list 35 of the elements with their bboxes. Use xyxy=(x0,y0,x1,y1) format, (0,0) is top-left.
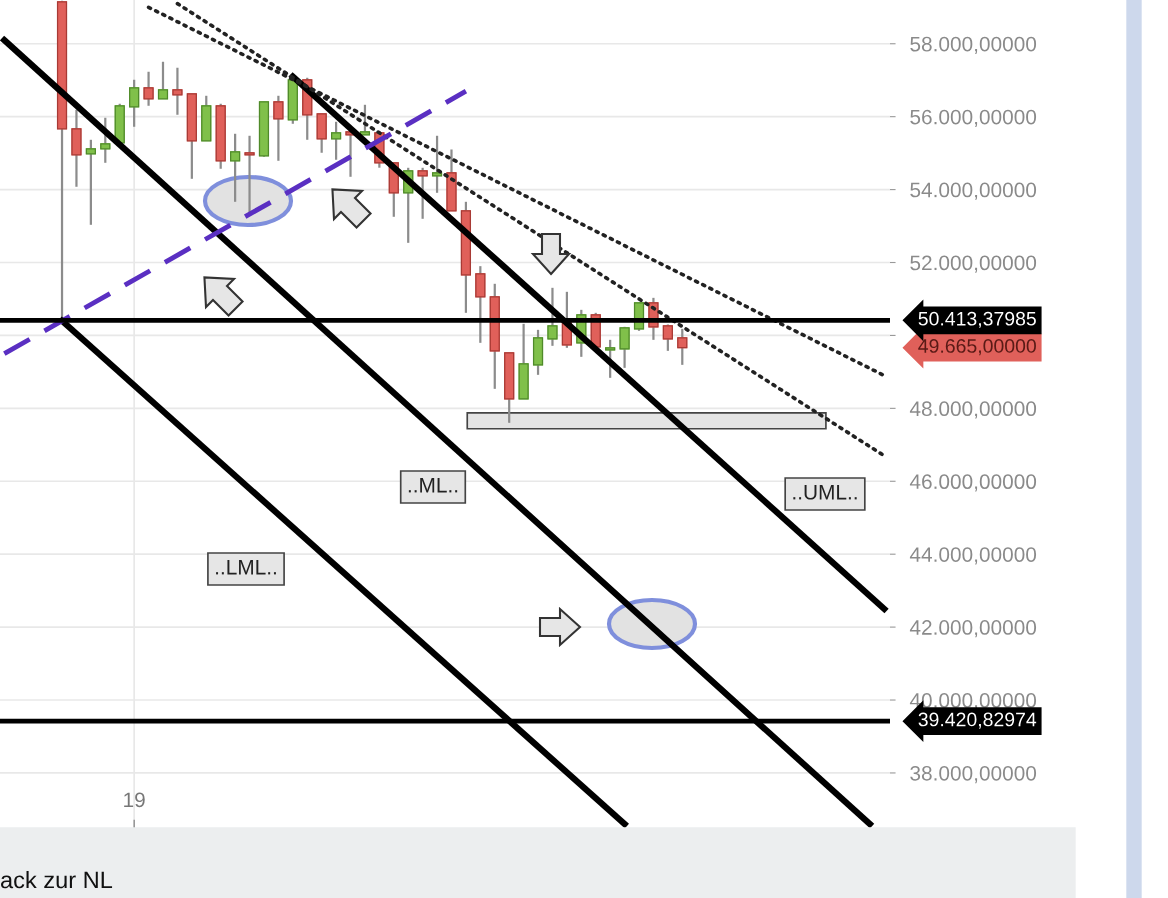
y-tick-label: 56.000,00000 xyxy=(910,109,1037,127)
ref-line-label: 50.413,37985 xyxy=(918,311,1036,328)
candlestick xyxy=(619,325,630,369)
candlestick xyxy=(417,166,428,220)
candlestick xyxy=(143,70,154,107)
candlestick xyxy=(100,116,111,164)
y-tick-label: 54.000,00000 xyxy=(910,182,1037,200)
x-tick-label: 19 xyxy=(124,792,145,808)
y-tick-label: 46.000,00000 xyxy=(909,474,1037,492)
candlestick xyxy=(244,134,255,215)
y-tick-label: 40.000,00000 xyxy=(909,693,1037,711)
candlestick xyxy=(172,66,183,116)
candlestick xyxy=(85,138,96,226)
y-tick-label: 38.000,00000 xyxy=(910,765,1037,784)
candlestick xyxy=(605,338,616,379)
candlestick xyxy=(273,94,284,162)
annotation: ..LML.. xyxy=(216,560,276,575)
y-tick-label: 52.000,00000 xyxy=(910,255,1037,273)
y-tick-label: 48.000,00000 xyxy=(909,401,1037,419)
candlestick xyxy=(230,132,241,203)
candlestick xyxy=(547,286,558,347)
text: 49.665,00000 xyxy=(918,339,1036,356)
candlestick xyxy=(129,78,140,128)
text: ack zur NL xyxy=(1,870,113,889)
candlestick xyxy=(330,120,342,161)
annotation: ..UML.. xyxy=(793,485,857,500)
y-tick-label: 44.000,00000 xyxy=(909,547,1037,565)
candlestick xyxy=(475,265,486,344)
annotation: ..ML.. xyxy=(408,478,458,493)
y-tick-label: 58.000,00000 xyxy=(910,36,1037,54)
candlestick xyxy=(157,60,169,100)
candlestick xyxy=(662,323,673,352)
candlestick xyxy=(677,327,688,366)
ref-line-label: 39.420,82974 xyxy=(918,712,1037,729)
y-tick-label: 42.000,00000 xyxy=(909,620,1037,638)
